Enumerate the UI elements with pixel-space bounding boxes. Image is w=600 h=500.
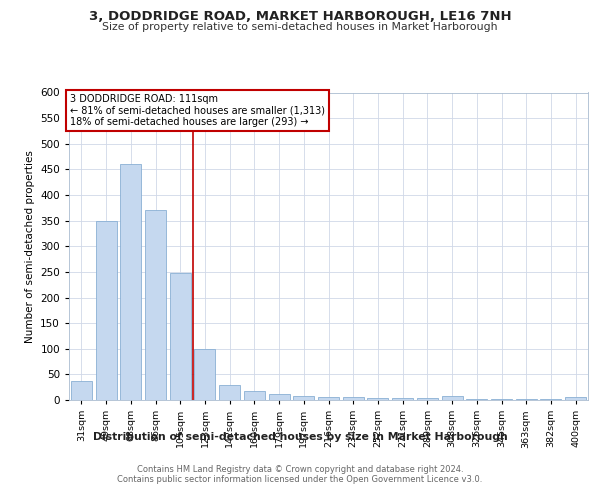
Bar	[442, 396, 463, 400]
Bar	[145, 210, 166, 400]
Bar	[293, 396, 314, 400]
Text: Contains public sector information licensed under the Open Government Licence v3: Contains public sector information licen…	[118, 475, 482, 484]
Bar	[194, 349, 215, 400]
Bar	[417, 398, 438, 400]
Bar	[392, 398, 413, 400]
Bar	[367, 398, 388, 400]
Y-axis label: Number of semi-detached properties: Number of semi-detached properties	[25, 150, 35, 342]
Bar	[565, 398, 586, 400]
Bar	[244, 391, 265, 400]
Bar	[71, 380, 92, 400]
Text: Contains HM Land Registry data © Crown copyright and database right 2024.: Contains HM Land Registry data © Crown c…	[137, 465, 463, 474]
Bar	[95, 220, 116, 400]
Bar	[466, 399, 487, 400]
Bar	[343, 398, 364, 400]
Bar	[219, 384, 240, 400]
Text: Size of property relative to semi-detached houses in Market Harborough: Size of property relative to semi-detach…	[102, 22, 498, 32]
Bar	[318, 398, 339, 400]
Text: Distribution of semi-detached houses by size in Market Harborough: Distribution of semi-detached houses by …	[92, 432, 508, 442]
Bar	[120, 164, 141, 400]
Bar	[170, 274, 191, 400]
Text: 3, DODDRIDGE ROAD, MARKET HARBOROUGH, LE16 7NH: 3, DODDRIDGE ROAD, MARKET HARBOROUGH, LE…	[89, 10, 511, 23]
Text: 3 DODDRIDGE ROAD: 111sqm
← 81% of semi-detached houses are smaller (1,313)
18% o: 3 DODDRIDGE ROAD: 111sqm ← 81% of semi-d…	[70, 94, 325, 127]
Bar	[269, 394, 290, 400]
